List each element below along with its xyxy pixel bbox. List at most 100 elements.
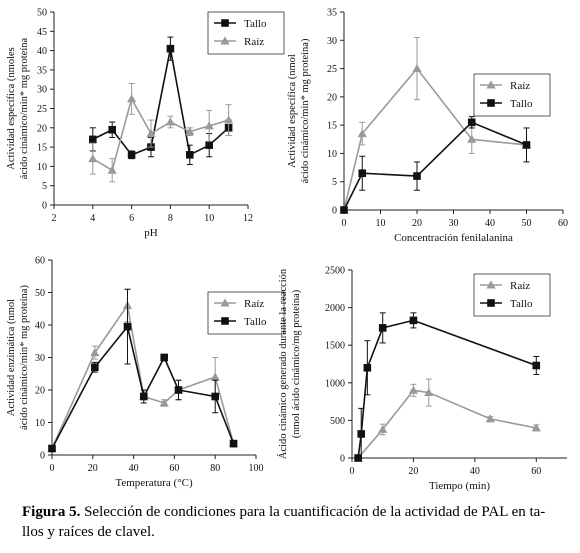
y-tick-label: 35 (37, 65, 47, 76)
series-line (51, 325, 235, 449)
y-tick-label: 1500 (325, 341, 345, 352)
data-point (413, 172, 421, 180)
y-tick-label: 15 (37, 143, 47, 154)
data-point (123, 322, 132, 331)
series-tallo (354, 312, 541, 462)
series-tallo (340, 116, 531, 214)
legend-marker (221, 317, 229, 325)
x-tick-label: 0 (50, 463, 55, 474)
y-axis-label-line-2: ácido cinámico/min* mg proteína (19, 37, 30, 179)
data-point (89, 135, 97, 144)
legend-label: Raíz (244, 298, 264, 310)
y-axis-label-line-2: ácido cinámico/min* mg proteína) (19, 285, 30, 430)
legend-marker (221, 19, 229, 27)
y-tick-label: 0 (332, 206, 337, 217)
y-tick-label: 10 (327, 149, 337, 160)
caption-text-1: Selección de condiciones para la cuantif… (84, 504, 546, 520)
legend-label: Raíz (510, 280, 530, 292)
y-tick-label: 0 (340, 454, 345, 465)
data-point (229, 439, 238, 448)
data-point (224, 115, 234, 124)
y-axis-label-line-2: ácido cinámico/min* mg proteína) (300, 38, 311, 183)
legend-marker (487, 299, 495, 307)
data-point (90, 348, 100, 357)
data-point (186, 151, 194, 159)
chart-ph: 2 4 6 8 10 12 0 5 10 15 20 25 30 35 40 45 50 pH Actividad … (6, 8, 285, 239)
legend-label: Tallo (244, 18, 267, 30)
data-point (174, 386, 183, 394)
x-tick-label: 80 (210, 463, 220, 474)
data-point (531, 423, 541, 432)
y-tick-label: 15 (327, 121, 337, 132)
figure-canvas: 2 4 6 8 10 1205101520253035404550pHActividad … (6, 8, 568, 493)
legend-marker (486, 280, 496, 289)
y-tick-label: 40 (37, 46, 47, 57)
data-point (205, 141, 213, 149)
data-point (185, 127, 195, 136)
legend-box (207, 291, 285, 335)
data-point (160, 353, 168, 362)
y-tick-label: 40 (35, 321, 45, 332)
x-tick-label: 8 (168, 213, 173, 224)
data-point (127, 151, 136, 159)
x-axis-label: Tiempo (min) (429, 480, 490, 492)
data-point (467, 118, 476, 127)
caption-line-2: llos y raíces de clavel. (22, 524, 155, 540)
chart-fenilalanina: 0 10 20 30 40 50 60 0 5 10 15 20 25 30 35 Concentración… (287, 8, 568, 245)
x-tick-label: 20 (88, 463, 98, 474)
x-tick-label: 40 (470, 466, 480, 477)
data-point (424, 387, 434, 397)
series-line (357, 319, 537, 459)
x-axis-label: pH (144, 227, 158, 239)
legend-marker (220, 36, 230, 45)
x-tick-label: 50 (522, 218, 532, 229)
y-tick-label: 45 (37, 27, 47, 38)
data-point (412, 63, 422, 73)
y-tick-label: 0 (42, 201, 47, 212)
y-axis-label-line-2: (nmol ácido cinámico/mg proteína) (291, 289, 302, 438)
data-point (204, 121, 214, 130)
series-tallo (48, 288, 238, 453)
chart-temperatura: 0 20 40 60 80 100 0 10 20 30 40 50 60 Temperatura (°C… (6, 256, 285, 489)
series-line (51, 304, 235, 449)
y-tick-label: 20 (327, 92, 337, 103)
x-axis-label: Temperatura (°C) (115, 477, 193, 489)
legend-label: Tallo (510, 98, 533, 110)
legend: Tallo Raíz (207, 11, 285, 55)
data-point (485, 414, 495, 423)
data-point (140, 392, 148, 401)
x-tick-label: 6 (129, 213, 134, 224)
x-tick-label: 12 (243, 213, 253, 224)
legend: Raíz Tallo (207, 291, 285, 335)
data-point (378, 424, 388, 433)
data-point (127, 94, 137, 103)
legend-marker (487, 99, 495, 107)
y-tick-label: 20 (37, 123, 47, 134)
data-point (91, 363, 99, 372)
series-line (92, 47, 230, 156)
y-tick-label: 50 (37, 8, 47, 19)
y-tick-label: 2500 (325, 266, 345, 277)
data-point (378, 324, 387, 332)
series-raiz (353, 378, 541, 462)
y-tick-label: 35 (327, 8, 337, 19)
series-raiz (339, 36, 532, 214)
x-tick-label: 30 (449, 218, 459, 229)
data-point (165, 117, 175, 126)
y-tick-label: 50 (35, 288, 45, 299)
legend-label: Tallo (510, 298, 533, 310)
legend-box (473, 273, 551, 317)
series-raiz (88, 82, 234, 183)
x-tick-label: 0 (350, 466, 355, 477)
data-point (211, 392, 219, 401)
y-axis-label-line-1: Actividad específica (nmoles (6, 47, 17, 169)
legend-box (207, 11, 285, 55)
data-point (166, 44, 175, 53)
legend: Raíz Tallo (473, 273, 551, 317)
series-tallo (89, 36, 233, 165)
y-tick-label: 60 (35, 256, 45, 267)
data-point (210, 372, 220, 381)
x-tick-label: 0 (342, 218, 347, 229)
y-tick-label: 2000 (325, 303, 345, 314)
legend-box (473, 73, 551, 117)
